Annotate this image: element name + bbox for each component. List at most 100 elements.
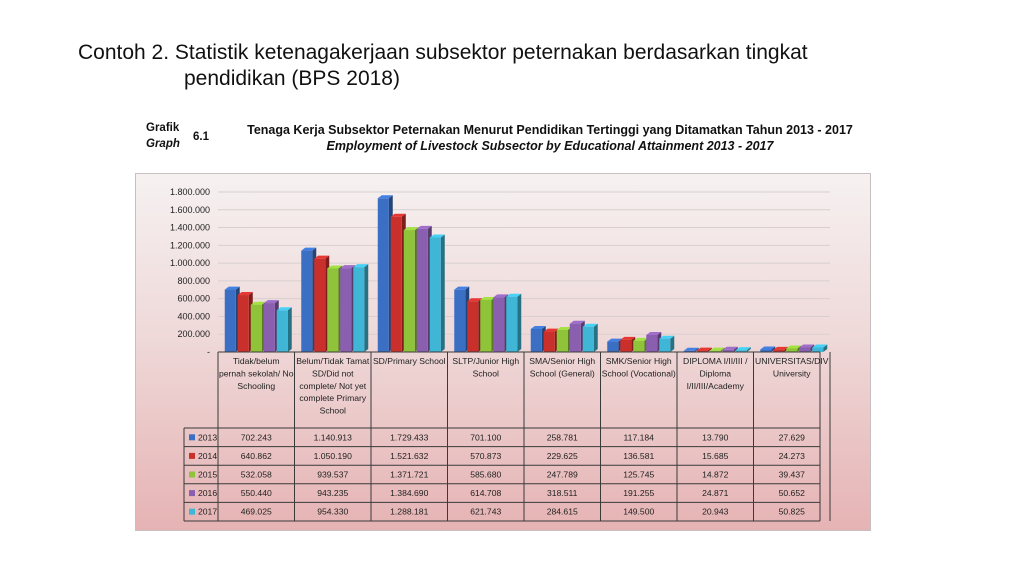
bar-side [364,264,369,352]
bar [607,341,619,352]
data-label: 621.743 [470,507,501,517]
y-tick-label: 1.000.000 [170,258,210,268]
bar-top [250,301,266,305]
bar [403,230,415,352]
y-tick-label: 1.800.000 [170,187,210,197]
data-label: 117.184 [624,432,655,442]
data-label: 1.140.913 [314,432,352,442]
bar [683,350,695,352]
bar [722,349,734,352]
bar-top [301,247,317,251]
legend-label: 2014 [198,451,217,461]
bar-top [696,347,712,351]
legend-label: 2016 [198,488,217,498]
data-label: 13.790 [702,432,729,442]
bar [773,349,785,352]
category-label: SD/Primary School [373,356,446,366]
bar-top [377,195,393,199]
bar [696,350,708,352]
chart-caption: Tenaga Kerja Subsektor Peternakan Menuru… [200,122,900,154]
bar-top [569,320,585,324]
bar-top [582,323,598,327]
bar [224,289,236,352]
y-tick-label: 1.600.000 [170,205,210,215]
bar-top [416,225,432,229]
y-tick-label: 600.000 [177,294,210,304]
data-label: 701.100 [470,432,501,442]
bar-top [353,264,369,268]
caption-title-en: Employment of Livestock Subsector by Edu… [326,139,774,153]
legend-swatch [189,434,195,441]
bar [250,304,262,352]
category-label: I/II/III/Academy [687,381,745,391]
bar-top [735,347,751,351]
bar [760,349,772,352]
y-tick-label: 1.400.000 [170,223,210,233]
category-label: complete/ Not yet [299,381,366,391]
bar [480,299,492,352]
category-label: School [320,406,346,416]
data-label: 614.708 [470,488,501,498]
bar-top [340,265,356,269]
category-label: SMK/Senior High [606,356,672,366]
bar [390,216,402,352]
data-label: 550.440 [241,488,272,498]
data-label: 149.500 [623,507,654,517]
y-tick-label: - [207,347,210,357]
bar-top [786,345,802,349]
bar-top [467,298,483,302]
category-label: SLTP/Junior High [452,356,519,366]
data-label: 585.680 [470,470,501,480]
data-label: 318.511 [547,488,578,498]
bar-side [694,347,699,352]
data-label: 702.243 [241,432,272,442]
bar-top [633,337,649,341]
bar [543,331,555,352]
legend-label: 2013 [198,432,217,442]
bar-side [287,307,292,352]
bar [659,338,671,352]
data-label: 247.789 [547,470,578,480]
bar [709,350,721,352]
category-label: Diploma [699,368,731,378]
bar-top [314,255,330,259]
bar-top [773,346,789,350]
slide-title-line2: pendidikan (BPS 2018) [184,67,400,90]
bar-side [670,335,675,352]
caption-label-en: Graph [146,138,180,150]
bar [314,258,326,352]
caption-number: 6.1 [193,131,209,143]
bar-top [799,344,815,348]
bar-side [707,347,712,352]
y-tick-label: 200.000 [177,329,210,339]
data-label: 125.745 [623,470,654,480]
bar [582,326,594,352]
data-label: 1.288.181 [390,507,428,517]
bar-side [823,344,828,352]
category-label: SMA/Senior High [529,356,595,366]
bar-top [403,227,419,231]
legend-label: 2017 [198,507,217,517]
category-label: complete Primary [299,393,367,403]
bar-top [276,307,292,311]
bar-side [733,346,738,352]
data-label: 1.521.632 [390,451,428,461]
data-label: 640.862 [241,451,272,461]
bar-top [556,326,572,330]
bar-top [429,234,445,238]
caption-label-id: Grafik [146,122,180,134]
bar [467,301,479,352]
category-label: Schooling [237,381,275,391]
slide-title-line1: Contoh 2. Statistik ketenagakerjaan subs… [78,41,808,64]
data-label: 284.615 [547,507,578,517]
bar [556,329,568,352]
data-label: 939.537 [317,470,348,480]
bar-top [224,286,240,290]
data-label: 20.943 [702,507,729,517]
data-label: 27.629 [779,432,806,442]
data-label: 136.581 [623,451,654,461]
category-label: School [473,368,499,378]
y-tick-label: 1.200.000 [170,240,210,250]
data-label: 943.235 [317,488,348,498]
bar-top [454,286,470,290]
